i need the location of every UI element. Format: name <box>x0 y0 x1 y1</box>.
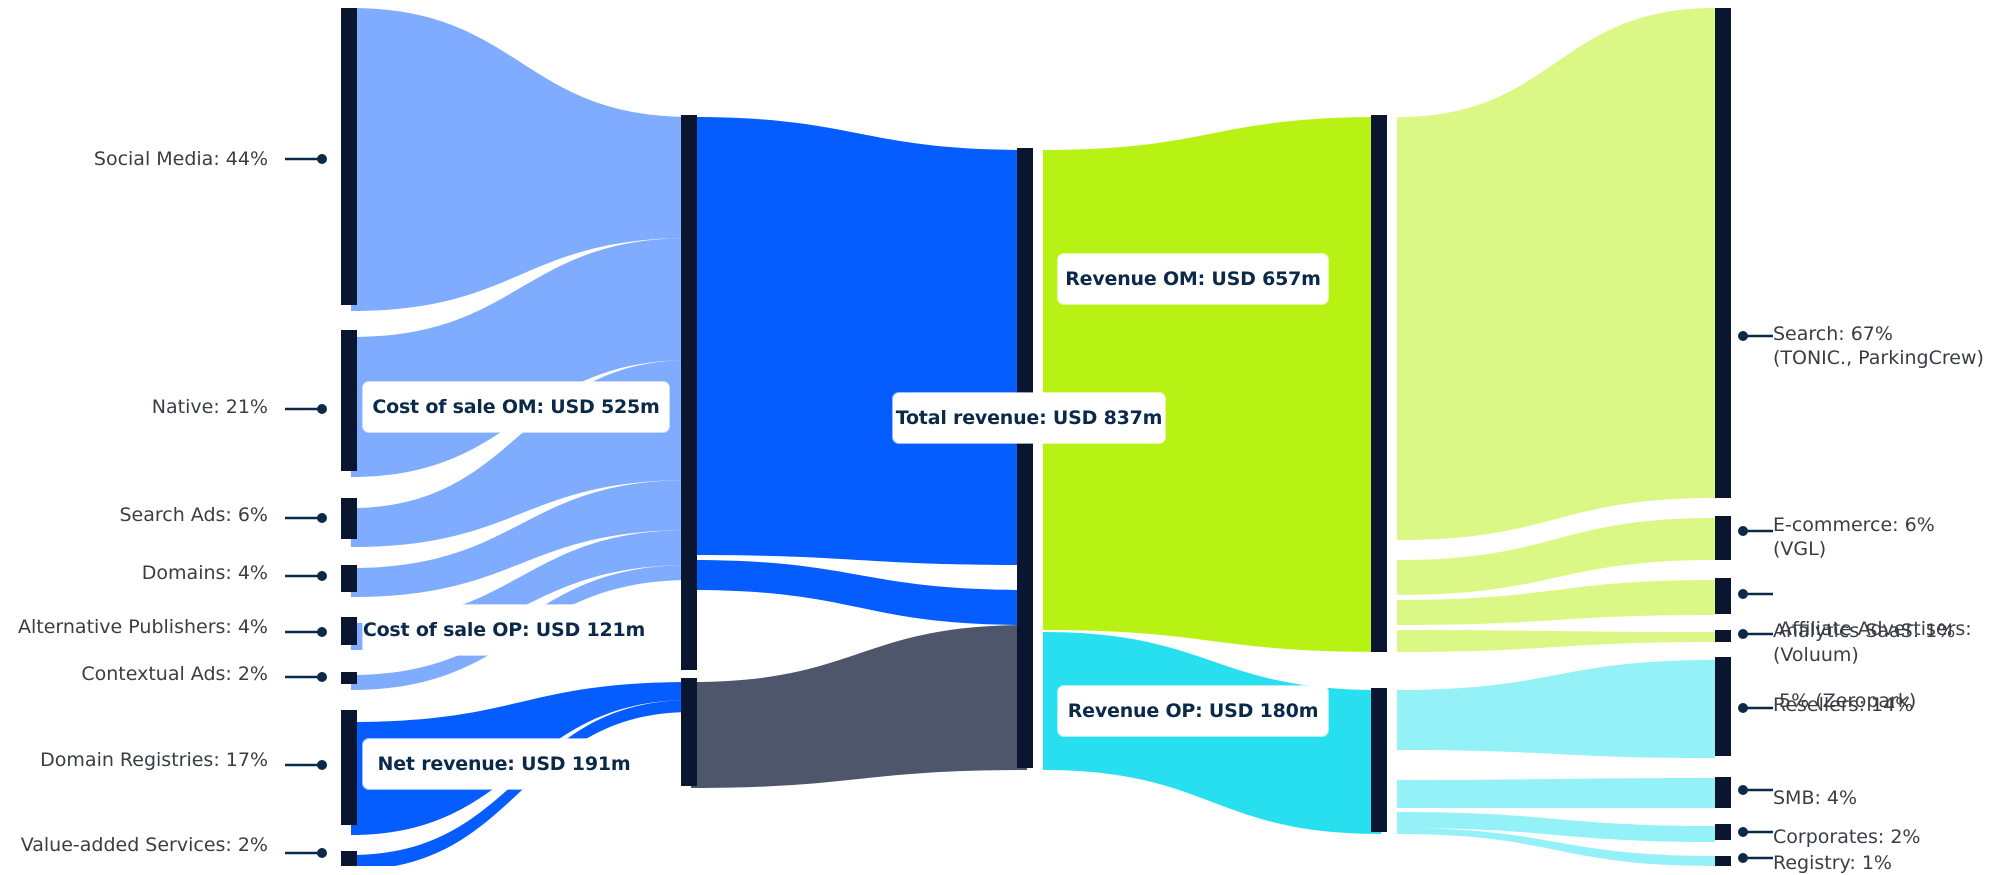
label-resellers: Resellers: 14% <box>1773 694 1914 716</box>
leader-right-6-dot <box>1738 827 1748 837</box>
bar-registry <box>1715 856 1731 866</box>
label-native: Native: 21% <box>151 396 268 418</box>
leader-left-5-dot <box>317 672 327 682</box>
box-cost-of-sale-op: Cost of sale OP: USD 121m <box>363 605 645 655</box>
leader-left-3-dot <box>317 571 327 581</box>
flow-smb <box>1397 778 1715 808</box>
bar-contextual-ads <box>341 672 357 684</box>
box-total-revenue-text: Total revenue: USD 837m <box>895 407 1163 429</box>
label-analytics-saas: Analytics SaaS: 1% (Voluum) <box>1773 619 1955 667</box>
box-cost-of-sale-op-text: Cost of sale OP: USD 121m <box>362 619 646 641</box>
label-alternative-publishers: Alternative Publishers: 4% <box>18 616 268 638</box>
flow-domains <box>351 480 691 597</box>
bar-value-added <box>341 851 357 866</box>
box-net-revenue: Net revenue: USD 191m <box>363 739 645 789</box>
leader-right-0-dot <box>1738 331 1748 341</box>
bar-ecommerce <box>1715 516 1731 560</box>
leader-right-5-dot <box>1738 785 1748 795</box>
box-revenue-om-text: Revenue OM: USD 657m <box>1065 268 1321 290</box>
bar-search-ads <box>341 498 357 539</box>
flow-cost-op-total <box>691 560 1027 625</box>
label-contextual-ads: Contextual Ads: 2% <box>81 663 268 685</box>
bar-alternative-publishers <box>341 617 357 645</box>
label-social-media: Social Media: 44% <box>93 148 268 170</box>
bar-revenue-op <box>1371 688 1387 832</box>
label-registry: Registry: 1% <box>1773 852 1892 874</box>
leader-left-4-dot <box>317 627 327 637</box>
leader-right-3-dot <box>1738 629 1748 639</box>
box-cost-of-sale-om: Cost of sale OM: USD 525m <box>363 382 669 432</box>
leader-left-7-dot <box>317 848 327 858</box>
label-domains: Domains: 4% <box>141 562 268 584</box>
leader-left-2-dot <box>317 513 327 523</box>
flow-net-total <box>691 625 1027 788</box>
leader-right-1-dot <box>1738 526 1748 536</box>
bar-resellers <box>1715 657 1731 756</box>
flow-resellers <box>1397 660 1715 758</box>
flow-ecommerce <box>1397 518 1715 595</box>
box-total-revenue: Total revenue: USD 837m <box>893 393 1165 443</box>
label-ecommerce-line2: (VGL) <box>1773 538 1827 560</box>
bar-total-revenue <box>1017 148 1033 768</box>
box-cost-of-sale-om-text: Cost of sale OM: USD 525m <box>372 396 660 418</box>
label-analytics-line2: (Voluum) <box>1773 644 1859 666</box>
label-search-ads: Search Ads: 6% <box>119 504 268 526</box>
label-search: Search: 67% (TONIC., ParkingCrew) <box>1773 322 1984 370</box>
leader-left-6-dot <box>317 760 327 770</box>
bar-domain-registries <box>341 710 357 825</box>
bar-native <box>341 330 357 471</box>
bar-social-media <box>341 8 357 305</box>
box-revenue-op: Revenue OP: USD 180m <box>1058 686 1328 736</box>
bar-analytics <box>1715 630 1731 642</box>
label-affiliate-advertisers: Affiliate Advertisers: 5% (Zeropark) <box>1773 569 1972 761</box>
flow-affiliate <box>1397 580 1715 625</box>
label-affiliate-line2: 5% (Zeropark) <box>1773 690 1917 712</box>
bar-net-revenue <box>681 678 697 786</box>
bar-corporates <box>1715 824 1731 840</box>
label-affiliate-line1: Affiliate Advertisers: <box>1773 618 1972 640</box>
leader-right-2-dot <box>1738 589 1748 599</box>
bar-cost-om <box>681 115 697 670</box>
label-domain-registries: Domain Registries: 17% <box>40 749 268 771</box>
flow-search <box>1397 8 1715 540</box>
bar-domains <box>341 565 357 592</box>
box-net-revenue-text: Net revenue: USD 191m <box>377 753 631 775</box>
label-ecommerce-line1: E-commerce: 6% <box>1773 514 1935 536</box>
box-revenue-op-text: Revenue OP: USD 180m <box>1067 700 1319 722</box>
flow-registry <box>1397 828 1715 866</box>
flow-total-om <box>1043 117 1381 652</box>
box-revenue-om: Revenue OM: USD 657m <box>1058 254 1328 304</box>
label-leaders <box>285 154 1773 863</box>
leader-right-4-dot <box>1738 703 1748 713</box>
node-bars <box>341 8 1731 866</box>
bar-affiliate <box>1715 578 1731 614</box>
bar-revenue-om <box>1371 115 1387 652</box>
flow-cost-om-total <box>691 117 1027 565</box>
bar-smb <box>1715 777 1731 808</box>
flow-corporates <box>1397 812 1715 842</box>
label-ecommerce: E-commerce: 6% (VGL) <box>1773 513 1935 561</box>
flow-analytics <box>1397 630 1715 652</box>
label-value-added-services: Value-added Services: 2% <box>20 834 268 856</box>
flow-social-media <box>351 8 691 311</box>
label-smb: SMB: 4% <box>1773 787 1858 809</box>
leader-left-1-dot <box>317 404 327 414</box>
leader-left-0-dot <box>317 154 327 164</box>
label-search-line1: Search: 67% <box>1773 323 1893 345</box>
label-analytics-line1: Analytics SaaS: 1% <box>1773 620 1956 642</box>
bar-search <box>1715 8 1731 498</box>
leader-right-7-dot <box>1738 853 1748 863</box>
label-corporates: Corporates: 2% <box>1773 826 1921 848</box>
label-search-line2: (TONIC., ParkingCrew) <box>1773 347 1984 369</box>
